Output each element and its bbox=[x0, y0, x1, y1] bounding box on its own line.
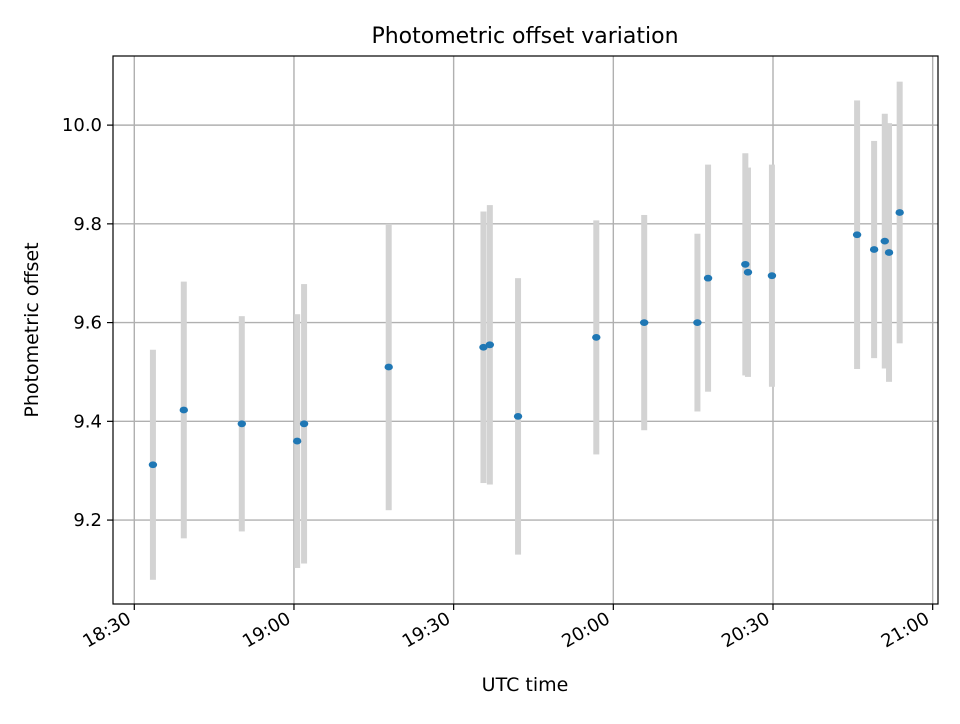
data-point bbox=[639, 319, 649, 326]
data-point bbox=[693, 319, 702, 326]
data-point bbox=[767, 272, 777, 280]
plot-frame bbox=[112, 55, 939, 605]
data-point bbox=[880, 237, 889, 245]
y-tick-label: 9.8 bbox=[73, 214, 102, 235]
y-tick-label: 9.4 bbox=[73, 411, 102, 432]
data-point bbox=[384, 363, 393, 371]
y-axis-label: Photometric offset bbox=[21, 242, 43, 417]
data-point bbox=[741, 260, 750, 268]
y-tick-label: 10.0 bbox=[62, 115, 102, 136]
data-point bbox=[479, 343, 488, 351]
data-point bbox=[148, 461, 158, 469]
data-point bbox=[869, 246, 879, 253]
data-point bbox=[895, 209, 904, 216]
x-axis-label: UTC time bbox=[482, 674, 569, 696]
data-point bbox=[852, 231, 862, 239]
data-point bbox=[743, 268, 753, 276]
y-axis: 9.2 9.4 9.6 9.8 10.0 bbox=[62, 115, 113, 531]
data-point bbox=[179, 406, 188, 414]
data-point bbox=[485, 341, 495, 349]
data-point bbox=[292, 437, 302, 445]
data-point bbox=[703, 274, 713, 282]
data-point bbox=[592, 334, 601, 341]
data-points bbox=[148, 209, 904, 469]
data-point bbox=[299, 420, 309, 428]
data-point bbox=[513, 412, 523, 420]
chart-title: Photometric offset variation bbox=[371, 24, 678, 49]
data-point bbox=[237, 420, 247, 428]
data-point bbox=[884, 249, 894, 256]
y-tick-label: 9.2 bbox=[73, 510, 102, 531]
y-tick-label: 9.6 bbox=[73, 313, 102, 334]
